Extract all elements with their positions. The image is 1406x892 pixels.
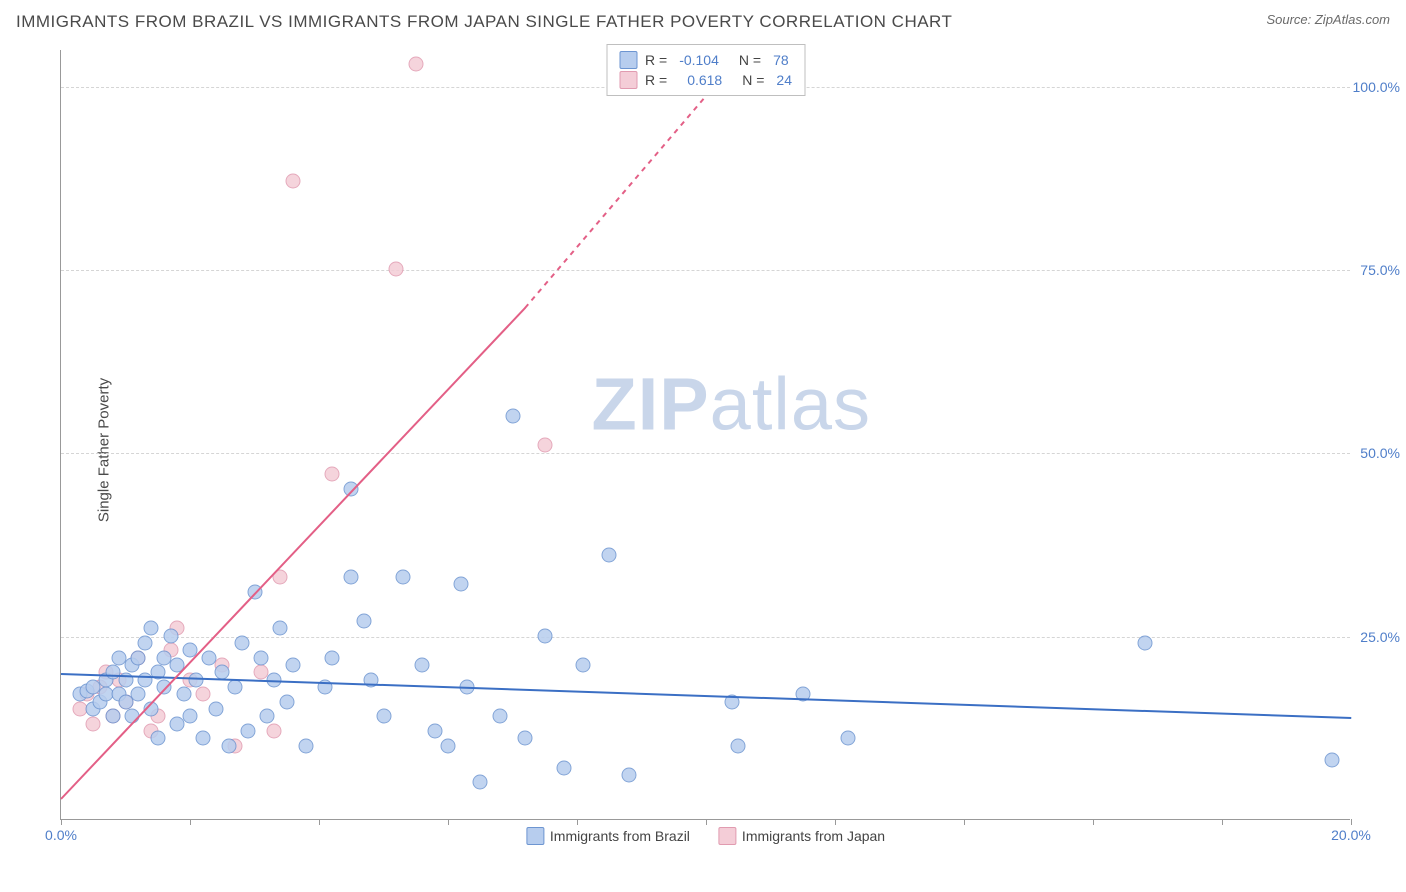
scatter-point — [86, 716, 101, 731]
scatter-point — [241, 724, 256, 739]
scatter-point — [428, 724, 443, 739]
legend-square-icon — [718, 827, 736, 845]
legend-label: Immigrants from Brazil — [550, 828, 690, 844]
x-tick — [706, 819, 707, 825]
scatter-point — [731, 738, 746, 753]
scatter-point — [395, 570, 410, 585]
legend-square-icon — [526, 827, 544, 845]
r-value: 0.618 — [687, 72, 722, 88]
scatter-point — [389, 262, 404, 277]
scatter-point — [131, 650, 146, 665]
watermark: ZIPatlas — [592, 361, 871, 446]
scatter-point — [376, 709, 391, 724]
x-tick — [190, 819, 191, 825]
scatter-point — [144, 621, 159, 636]
n-label: N = — [742, 72, 764, 88]
scatter-point — [537, 628, 552, 643]
trend-line — [61, 673, 1351, 719]
n-value: 24 — [776, 72, 792, 88]
scatter-point — [131, 687, 146, 702]
scatter-point — [208, 702, 223, 717]
plot-area: ZIPatlas R = -0.104 N = 78 R = 0.618 N =… — [60, 50, 1350, 820]
legend-row-brazil: R = -0.104 N = 78 — [619, 51, 792, 69]
scatter-point — [150, 731, 165, 746]
x-tick — [448, 819, 449, 825]
x-tick — [1093, 819, 1094, 825]
scatter-point — [105, 709, 120, 724]
scatter-point — [279, 694, 294, 709]
scatter-point — [183, 709, 198, 724]
scatter-point — [1137, 636, 1152, 651]
x-tick-label: 0.0% — [45, 827, 77, 843]
r-label: R = — [645, 52, 667, 68]
scatter-point — [253, 650, 268, 665]
x-tick — [61, 819, 62, 825]
scatter-point — [557, 760, 572, 775]
chart-container: Single Father Poverty ZIPatlas R = -0.10… — [50, 50, 1390, 850]
n-label: N = — [739, 52, 761, 68]
legend-label: Immigrants from Japan — [742, 828, 885, 844]
scatter-point — [505, 408, 520, 423]
x-tick — [964, 819, 965, 825]
scatter-point — [286, 174, 301, 189]
scatter-point — [602, 548, 617, 563]
y-tick-label: 75.0% — [1360, 262, 1400, 278]
x-tick — [1222, 819, 1223, 825]
y-tick-label: 100.0% — [1353, 79, 1400, 95]
scatter-point — [299, 738, 314, 753]
scatter-point — [453, 577, 468, 592]
n-value: 78 — [773, 52, 789, 68]
legend-item-japan: Immigrants from Japan — [718, 827, 885, 845]
scatter-point — [415, 658, 430, 673]
r-label: R = — [645, 72, 667, 88]
x-tick — [319, 819, 320, 825]
legend-square-japan — [619, 71, 637, 89]
scatter-point — [234, 636, 249, 651]
scatter-point — [221, 738, 236, 753]
x-tick — [1351, 819, 1352, 825]
x-tick — [835, 819, 836, 825]
gridline — [61, 637, 1350, 638]
scatter-point — [176, 687, 191, 702]
scatter-point — [137, 636, 152, 651]
y-tick-label: 25.0% — [1360, 629, 1400, 645]
scatter-point — [344, 570, 359, 585]
scatter-point — [357, 614, 372, 629]
r-value: -0.104 — [679, 52, 719, 68]
scatter-point — [1324, 753, 1339, 768]
x-tick — [577, 819, 578, 825]
scatter-point — [195, 687, 210, 702]
scatter-point — [286, 658, 301, 673]
scatter-point — [492, 709, 507, 724]
legend-row-japan: R = 0.618 N = 24 — [619, 71, 792, 89]
scatter-point — [441, 738, 456, 753]
legend-bottom: Immigrants from Brazil Immigrants from J… — [526, 827, 885, 845]
y-tick-label: 50.0% — [1360, 445, 1400, 461]
legend-square-brazil — [619, 51, 637, 69]
scatter-point — [621, 768, 636, 783]
scatter-point — [202, 650, 217, 665]
scatter-point — [195, 731, 210, 746]
scatter-point — [840, 731, 855, 746]
legend-item-brazil: Immigrants from Brazil — [526, 827, 690, 845]
scatter-point — [408, 56, 423, 71]
scatter-point — [228, 680, 243, 695]
scatter-point — [266, 724, 281, 739]
scatter-point — [260, 709, 275, 724]
scatter-point — [163, 628, 178, 643]
scatter-point — [537, 438, 552, 453]
gridline — [61, 453, 1350, 454]
chart-title: IMMIGRANTS FROM BRAZIL VS IMMIGRANTS FRO… — [16, 12, 952, 32]
gridline — [61, 270, 1350, 271]
scatter-point — [473, 775, 488, 790]
x-tick-label: 20.0% — [1331, 827, 1371, 843]
trend-line — [60, 307, 526, 800]
scatter-point — [576, 658, 591, 673]
scatter-point — [324, 467, 339, 482]
scatter-point — [273, 621, 288, 636]
chart-source: Source: ZipAtlas.com — [1266, 12, 1390, 27]
scatter-point — [324, 650, 339, 665]
scatter-point — [518, 731, 533, 746]
legend-top: R = -0.104 N = 78 R = 0.618 N = 24 — [606, 44, 805, 96]
